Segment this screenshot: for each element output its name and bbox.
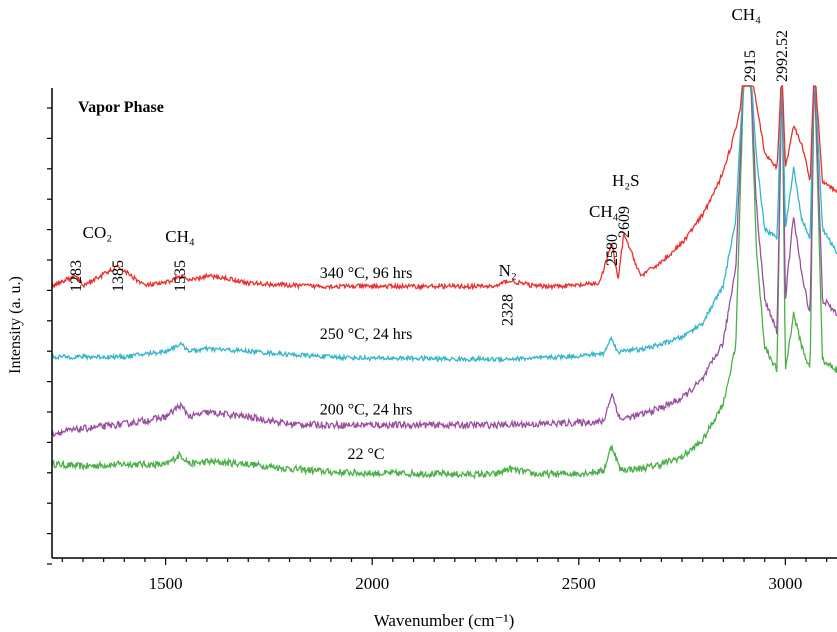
x-axis-title: Wavenumber (cm⁻¹) <box>374 611 515 630</box>
peak-annotation: 1385 <box>110 260 127 292</box>
peak-annotation: 2328 <box>500 294 517 326</box>
x-ticks <box>61 558 828 565</box>
species-label: N₂ <box>499 261 517 280</box>
series-labels: 340 °C, 96 hrs 250 °C, 24 hrs 200 °C, 24 h… <box>320 265 413 463</box>
species-label: CH₄ <box>589 202 619 221</box>
x-tick-labels: 1500 2000 2500 3000 <box>149 574 803 593</box>
species-label: CO₂ <box>83 223 113 242</box>
series-label: 250 °C, 24 hrs <box>320 326 413 343</box>
y-axis-title: Intensity (a. u.) <box>7 276 24 374</box>
x-tick-label: 3000 <box>768 574 802 593</box>
peak-annotation: 2915 <box>742 50 759 82</box>
y-minor-ticks <box>47 107 52 565</box>
peak-annotation: 2992.52 <box>774 30 791 82</box>
peak-annotation: 2609 <box>616 206 633 238</box>
species-label: CH₄ <box>731 5 761 24</box>
series-line-4 <box>51 85 837 480</box>
species-labels: CO₂ CH₄ N₂ CH₄ H₂S CH₄ <box>83 5 761 280</box>
series-label: 340 °C, 96 hrs <box>320 265 413 282</box>
peak-annotation: 2580 <box>604 234 621 266</box>
series-label: 22 °C <box>347 446 384 463</box>
x-tick-label: 2500 <box>562 574 596 593</box>
series-line-3 <box>51 85 837 437</box>
panel-label: Vapor Phase <box>78 99 164 116</box>
peak-annotation: 1283 <box>68 260 85 292</box>
series-layer <box>51 85 837 480</box>
x-tick-label: 1500 <box>149 574 183 593</box>
x-tick-label: 2000 <box>355 574 389 593</box>
species-label: CH₄ <box>165 227 195 246</box>
peak-annotation: 1535 <box>172 260 189 292</box>
series-line-2 <box>51 85 837 364</box>
series-line-1 <box>51 85 837 291</box>
series-label: 200 °C, 24 hrs <box>320 401 413 418</box>
species-label: H₂S <box>612 171 640 190</box>
